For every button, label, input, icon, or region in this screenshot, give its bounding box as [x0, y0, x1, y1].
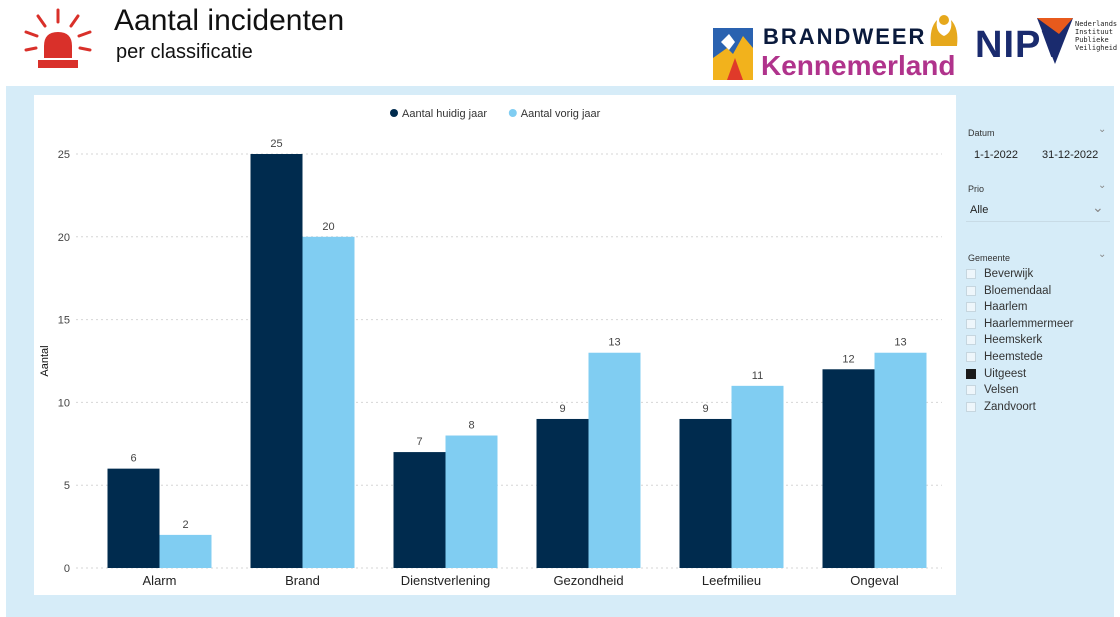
- y-tick-label: 10: [58, 397, 70, 409]
- checkbox[interactable]: [966, 335, 976, 346]
- gemeente-option-label: Haarlemmermeer: [984, 317, 1074, 330]
- checkbox[interactable]: [966, 285, 976, 296]
- gemeente-option[interactable]: Heemskerk: [966, 332, 1042, 348]
- bar[interactable]: [302, 236, 355, 569]
- prio-slicer-title: Prio: [968, 184, 985, 194]
- gemeente-option[interactable]: Zandvoort: [966, 399, 1036, 415]
- slicer-panel: Datum ⌄ 1-1-2022 31-12-2022 Prio ⌄ Alle …: [960, 95, 1116, 595]
- gemeente-option[interactable]: Beverwijk: [966, 266, 1033, 282]
- gemeente-option[interactable]: Uitgeest: [966, 366, 1026, 382]
- gemeente-option[interactable]: Haarlem: [966, 299, 1027, 315]
- bar[interactable]: [679, 418, 732, 568]
- bar-chart-card[interactable]: 0 5 10 15 20 25 Aantal Aantal huidig jaar Aantal…: [34, 95, 956, 595]
- gemeente-option-label: Beverwijk: [984, 268, 1034, 280]
- bar[interactable]: [250, 154, 303, 568]
- legend-marker: [508, 109, 517, 117]
- chevron-down-icon[interactable]: ⌄: [1098, 180, 1107, 191]
- gemeente-slicer-title: Gemeente: [968, 253, 1011, 263]
- y-tick-label: 25: [58, 149, 70, 161]
- report-header: Aantal incidenten per classificatie BRAN…: [0, 0, 1120, 86]
- legend-label: Aantal vorig jaar: [521, 108, 601, 120]
- gemeente-option[interactable]: Velsen: [966, 382, 1019, 398]
- nipv-sub-line: Veiligheid: [1075, 44, 1118, 52]
- bar[interactable]: [588, 352, 641, 568]
- prio-value: Alle: [970, 204, 989, 216]
- data-label: 13: [608, 337, 620, 349]
- x-tick-label: Ongeval: [850, 573, 899, 588]
- brandweer-logo: BRANDWEER Kennemerland: [713, 12, 968, 82]
- x-tick-label: Gezondheid: [553, 573, 623, 588]
- gemeente-option-label: Zandvoort: [984, 400, 1036, 413]
- legend-marker: [390, 109, 398, 117]
- data-label: 9: [559, 403, 565, 415]
- data-label: 7: [416, 436, 422, 448]
- prio-dropdown[interactable]: Alle ⌄: [966, 200, 1110, 222]
- nipv-triangle-icon: [1037, 18, 1073, 64]
- checkbox[interactable]: [966, 385, 976, 396]
- y-tick-label: 0: [64, 563, 70, 575]
- y-axis-title: Aantal: [39, 345, 51, 376]
- data-label: 9: [702, 403, 708, 415]
- brandweer-emblem-icon: [713, 28, 753, 80]
- checkbox[interactable]: [966, 401, 976, 412]
- x-tick-label: Alarm: [143, 573, 177, 588]
- y-tick-label: 15: [58, 315, 70, 327]
- data-label: 11: [752, 370, 763, 382]
- bar[interactable]: [874, 352, 927, 568]
- bar[interactable]: [731, 385, 784, 568]
- bar[interactable]: [536, 418, 589, 568]
- x-tick-label: Dienstverlening: [401, 573, 491, 588]
- data-label: 2: [182, 519, 188, 531]
- nipv-logo-subtext: Nederlands Instituut Publieke Veiligheid: [1075, 20, 1117, 52]
- datum-from[interactable]: 1-1-2022: [974, 149, 1019, 161]
- data-label: 25: [270, 138, 282, 150]
- siren-icon: [24, 8, 92, 68]
- gemeente-option-label: Velsen: [984, 384, 1019, 397]
- brandweer-logo-bottom: Kennemerland: [761, 50, 956, 81]
- x-tick-label: Brand: [285, 573, 320, 588]
- chevron-down-icon[interactable]: ⌄: [1098, 249, 1107, 260]
- nipv-sub-line: Nederlands: [1075, 20, 1118, 28]
- gemeente-option-label: Bloemendaal: [984, 284, 1052, 297]
- x-tick-label: Leefmilieu: [702, 573, 761, 588]
- bar[interactable]: [393, 452, 446, 568]
- brandweer-logo-top: BRANDWEER: [763, 24, 927, 49]
- bar[interactable]: [107, 468, 160, 568]
- gemeente-option-label: Heemstede: [984, 351, 1043, 363]
- bar[interactable]: [445, 435, 498, 568]
- gemeente-option-label: Haarlem: [984, 301, 1028, 314]
- page-subtitle: per classificatie: [116, 41, 253, 63]
- y-tick-label: 20: [58, 232, 70, 244]
- bar[interactable]: [822, 369, 875, 568]
- checkbox[interactable]: [966, 269, 976, 279]
- gemeente-option[interactable]: Haarlemmermeer: [966, 316, 1073, 332]
- gemeente-option-label: Uitgeest: [984, 367, 1027, 380]
- y-tick-label: 5: [64, 480, 70, 492]
- crown-icon: [930, 15, 958, 46]
- datum-to[interactable]: 31-12-2022: [1042, 149, 1099, 161]
- data-label: 6: [130, 453, 136, 465]
- page-title: Aantal incidenten: [114, 4, 345, 37]
- nipv-sub-line: Publieke: [1075, 36, 1109, 44]
- checkbox[interactable]: [966, 352, 976, 362]
- bar[interactable]: [159, 534, 212, 568]
- gemeente-option[interactable]: Bloemendaal: [966, 283, 1051, 299]
- gemeente-option[interactable]: Heemstede: [966, 349, 1043, 365]
- datum-slicer-title: Datum: [968, 128, 995, 138]
- checkbox[interactable]: [966, 368, 976, 379]
- checkbox[interactable]: [966, 318, 976, 329]
- bar-chart: 0 5 10 15 20 25 Aantal Aantal huidig jaar Aantal…: [39, 108, 942, 588]
- legend-label: Aantal huidig jaar: [402, 108, 487, 120]
- chevron-down-icon: ⌄: [1092, 200, 1104, 216]
- nipv-logo: NIPV Nederlands Instituut Publieke Veili…: [975, 18, 1117, 68]
- nipv-sub-line: Instituut: [1075, 28, 1113, 36]
- gemeente-option-label: Heemskerk: [984, 334, 1043, 347]
- data-label: 20: [322, 221, 334, 233]
- data-label: 8: [468, 420, 474, 432]
- checkbox[interactable]: [966, 302, 976, 313]
- data-label: 12: [842, 353, 854, 365]
- data-label: 13: [894, 337, 906, 349]
- chevron-down-icon[interactable]: ⌄: [1098, 124, 1107, 135]
